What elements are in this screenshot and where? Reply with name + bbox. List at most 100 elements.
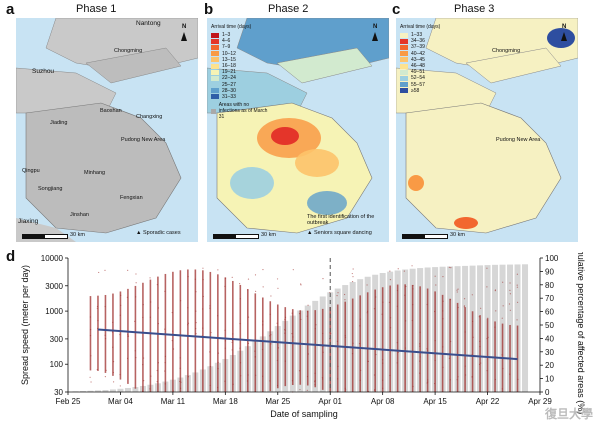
speed-point [209, 384, 211, 387]
speed-point [96, 327, 99, 330]
legend-phase-3: Arrival time (days) 1–33 34–36 37–39 40–42 4… [400, 24, 440, 94]
speed-point [270, 343, 272, 345]
speed-point [336, 295, 338, 297]
y-tick-label: 30 [54, 388, 63, 397]
speed-point [322, 278, 324, 280]
panel-letter-c: c [392, 1, 401, 18]
speed-point [292, 269, 294, 271]
speed-point [247, 342, 250, 344]
speed-point [456, 289, 458, 291]
speed-point [143, 357, 145, 359]
speed-point [171, 311, 173, 314]
speed-point [434, 359, 436, 362]
y2-tick-label: 90 [545, 267, 554, 276]
speed-point [404, 294, 406, 296]
north-label-b: N [373, 24, 378, 30]
speed-point [471, 376, 473, 378]
speed-point [284, 332, 286, 334]
speed-point [180, 381, 182, 383]
phase-3-legend-swatch [400, 44, 408, 50]
speed-point [434, 275, 436, 277]
label-chongming: Chongming [114, 48, 143, 54]
speed-point [306, 389, 308, 391]
speed-point [164, 328, 166, 330]
speed-point [202, 308, 204, 310]
speed-point [299, 388, 301, 391]
speed-point [389, 270, 391, 272]
speed-point [217, 315, 219, 317]
speed-point [314, 384, 316, 386]
speed-point [419, 343, 421, 345]
speed-point [284, 318, 286, 321]
phase-3-legend-row: 40–42 [400, 51, 440, 57]
speed-point [448, 266, 450, 268]
speed-point [442, 276, 444, 278]
speed-point [442, 346, 444, 348]
speed-point [164, 383, 166, 385]
speed-point [405, 320, 407, 322]
speed-point [164, 370, 166, 372]
speed-point [456, 291, 458, 293]
speed-point [336, 340, 338, 342]
map-phase-3-shapes [396, 18, 578, 234]
phase-3-legend-swatch [400, 75, 408, 81]
speed-point [516, 301, 519, 303]
speed-point [239, 298, 241, 300]
speed-point [262, 324, 264, 326]
speed-point [517, 378, 519, 380]
phase-3-legend-label: 52–54 [411, 75, 425, 82]
scale-label-a: 30 km [70, 232, 85, 238]
speed-point [120, 304, 122, 306]
speed-point [382, 359, 384, 361]
speed-point [433, 382, 436, 385]
label-songjiang: Songjiang [38, 186, 63, 192]
phase-2-legend-row: 13–15 [211, 57, 271, 63]
speed-point [217, 269, 219, 271]
cumulative-bar [87, 390, 94, 392]
speed-point [269, 335, 271, 337]
y-tick-label: 3000 [45, 282, 63, 291]
speed-point [105, 369, 107, 371]
phase-2-legend-row: 7–9 [211, 44, 271, 50]
speed-point [373, 389, 376, 391]
label-fengxian: Fengxian [120, 195, 143, 201]
speed-point [375, 296, 377, 298]
speed-point [486, 267, 488, 269]
speed-point [112, 346, 114, 348]
speed-point [344, 334, 346, 337]
scale-label-c: 30 km [450, 232, 465, 238]
speed-point [195, 322, 197, 324]
speed-point [352, 342, 354, 344]
legend-sporadic-label: Sporadic cases [142, 230, 181, 236]
speed-point [135, 356, 137, 359]
speed-point [472, 336, 474, 338]
speed-point [367, 360, 369, 363]
speed-point [232, 383, 234, 385]
speed-point [210, 331, 212, 334]
speed-point [270, 295, 272, 297]
x-tick-label: Apr 29 [528, 397, 552, 406]
label-chongming-c: Chongming [492, 48, 521, 54]
speed-point [373, 374, 376, 376]
label-baoshan: Baoshan [100, 108, 122, 114]
speed-point [435, 284, 437, 286]
legend-phase-2: Arrival time (days) 1–3 4–6 7–9 10–12 13–15 1… [211, 24, 271, 120]
phase-3-legend-label: 34–36 [411, 38, 425, 45]
speed-point [112, 321, 114, 323]
scale-bar-a [22, 234, 68, 239]
y-tick-label: 300 [50, 335, 64, 344]
speed-point [292, 336, 294, 338]
speed-point [396, 289, 399, 292]
speed-point [90, 355, 92, 357]
speed-point [231, 339, 234, 342]
speed-point [508, 303, 511, 305]
speed-point [351, 353, 354, 355]
speed-point [389, 278, 392, 281]
speed-point [457, 306, 459, 309]
legend-phase-3-items: 1–33 34–36 37–39 40–42 43–45 46–48 49–51 52–54 5… [400, 32, 440, 94]
speed-point [300, 283, 302, 285]
y2-axis-title: Cumulative percentage of affected areas … [576, 252, 586, 414]
phase-2-legend-swatch [211, 57, 219, 63]
phase-2-legend-row: 25–27 [211, 82, 271, 88]
speed-point [509, 289, 511, 291]
